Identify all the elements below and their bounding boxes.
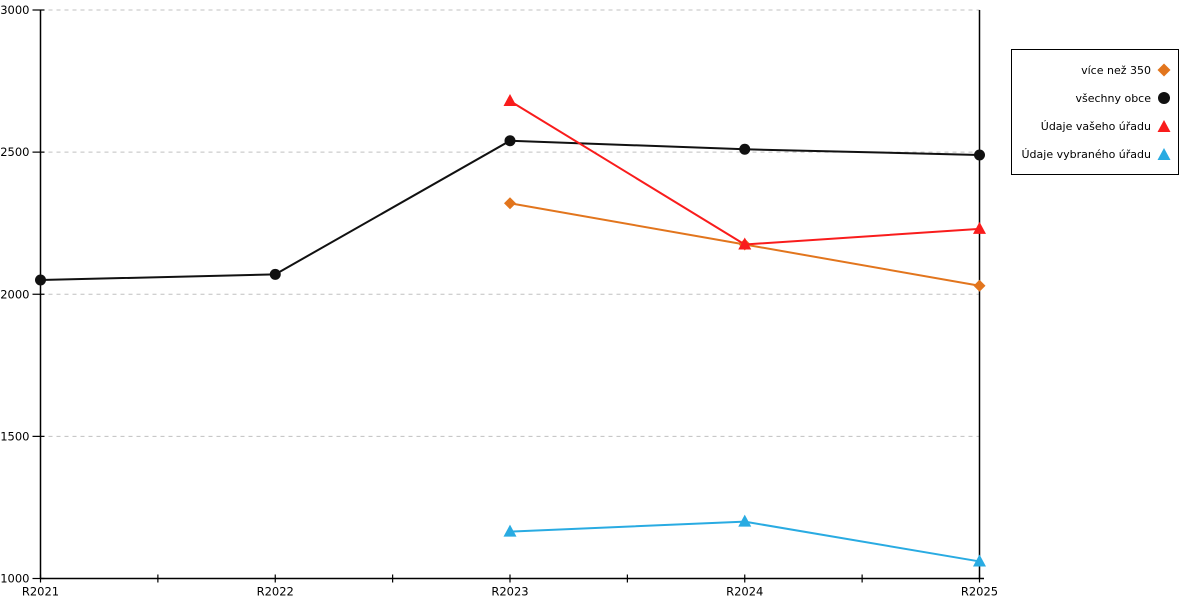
data-point-triangle [503,93,517,106]
y-tick-label: 2000 [0,287,29,301]
data-point-triangle [973,221,986,234]
legend-label: Údaje vybraného úřadu [1021,147,1152,161]
data-point-triangle [738,514,752,527]
data-point-triangle [973,554,986,567]
data-point-circle [269,268,281,280]
legend-label: Údaje vašeho úřadu [1040,119,1151,133]
data-point-circle [504,135,516,147]
x-tick-label: R2022 [257,585,294,599]
series-1 [35,135,985,286]
x-tick-label: R2021 [22,585,59,599]
data-point-diamond [973,279,986,292]
y-tick-label: 2500 [0,145,29,159]
x-tick-label: R2025 [961,585,998,599]
legend-label: všechny obce [1075,91,1151,105]
legend-marker-triangle [1157,148,1171,160]
x-tick-label: R2024 [726,585,763,599]
x-tick-label: R2023 [491,585,528,599]
data-point-triangle [738,237,752,250]
legend-marker-circle [1158,92,1170,104]
series-line [509,100,980,246]
data-point-diamond [504,197,516,210]
legend-row: více než 350 [1016,63,1171,77]
legend: více než 350 všechny obce Údaje vašeho úřa… [1011,49,1179,175]
legend-marker-diamond [1157,63,1171,77]
series-2 [503,93,986,250]
data-point-triangle [503,524,517,537]
legend-marker-triangle [1157,120,1171,132]
data-point-circle [974,149,985,161]
y-tick-label: 1000 [0,572,29,586]
series-line [509,520,980,563]
data-point-circle [35,274,46,286]
series-line [40,139,980,282]
legend-row: Údaje vybraného úřadu [1016,147,1171,161]
data-point-circle [739,143,751,155]
y-tick-label: 1500 [0,429,29,443]
legend-row: všechny obce [1016,91,1171,105]
y-tick-label: 3000 [0,3,29,17]
series-3 [503,514,986,567]
legend-label: více než 350 [1081,63,1151,77]
legend-row: Údaje vašeho úřadu [1016,119,1171,133]
